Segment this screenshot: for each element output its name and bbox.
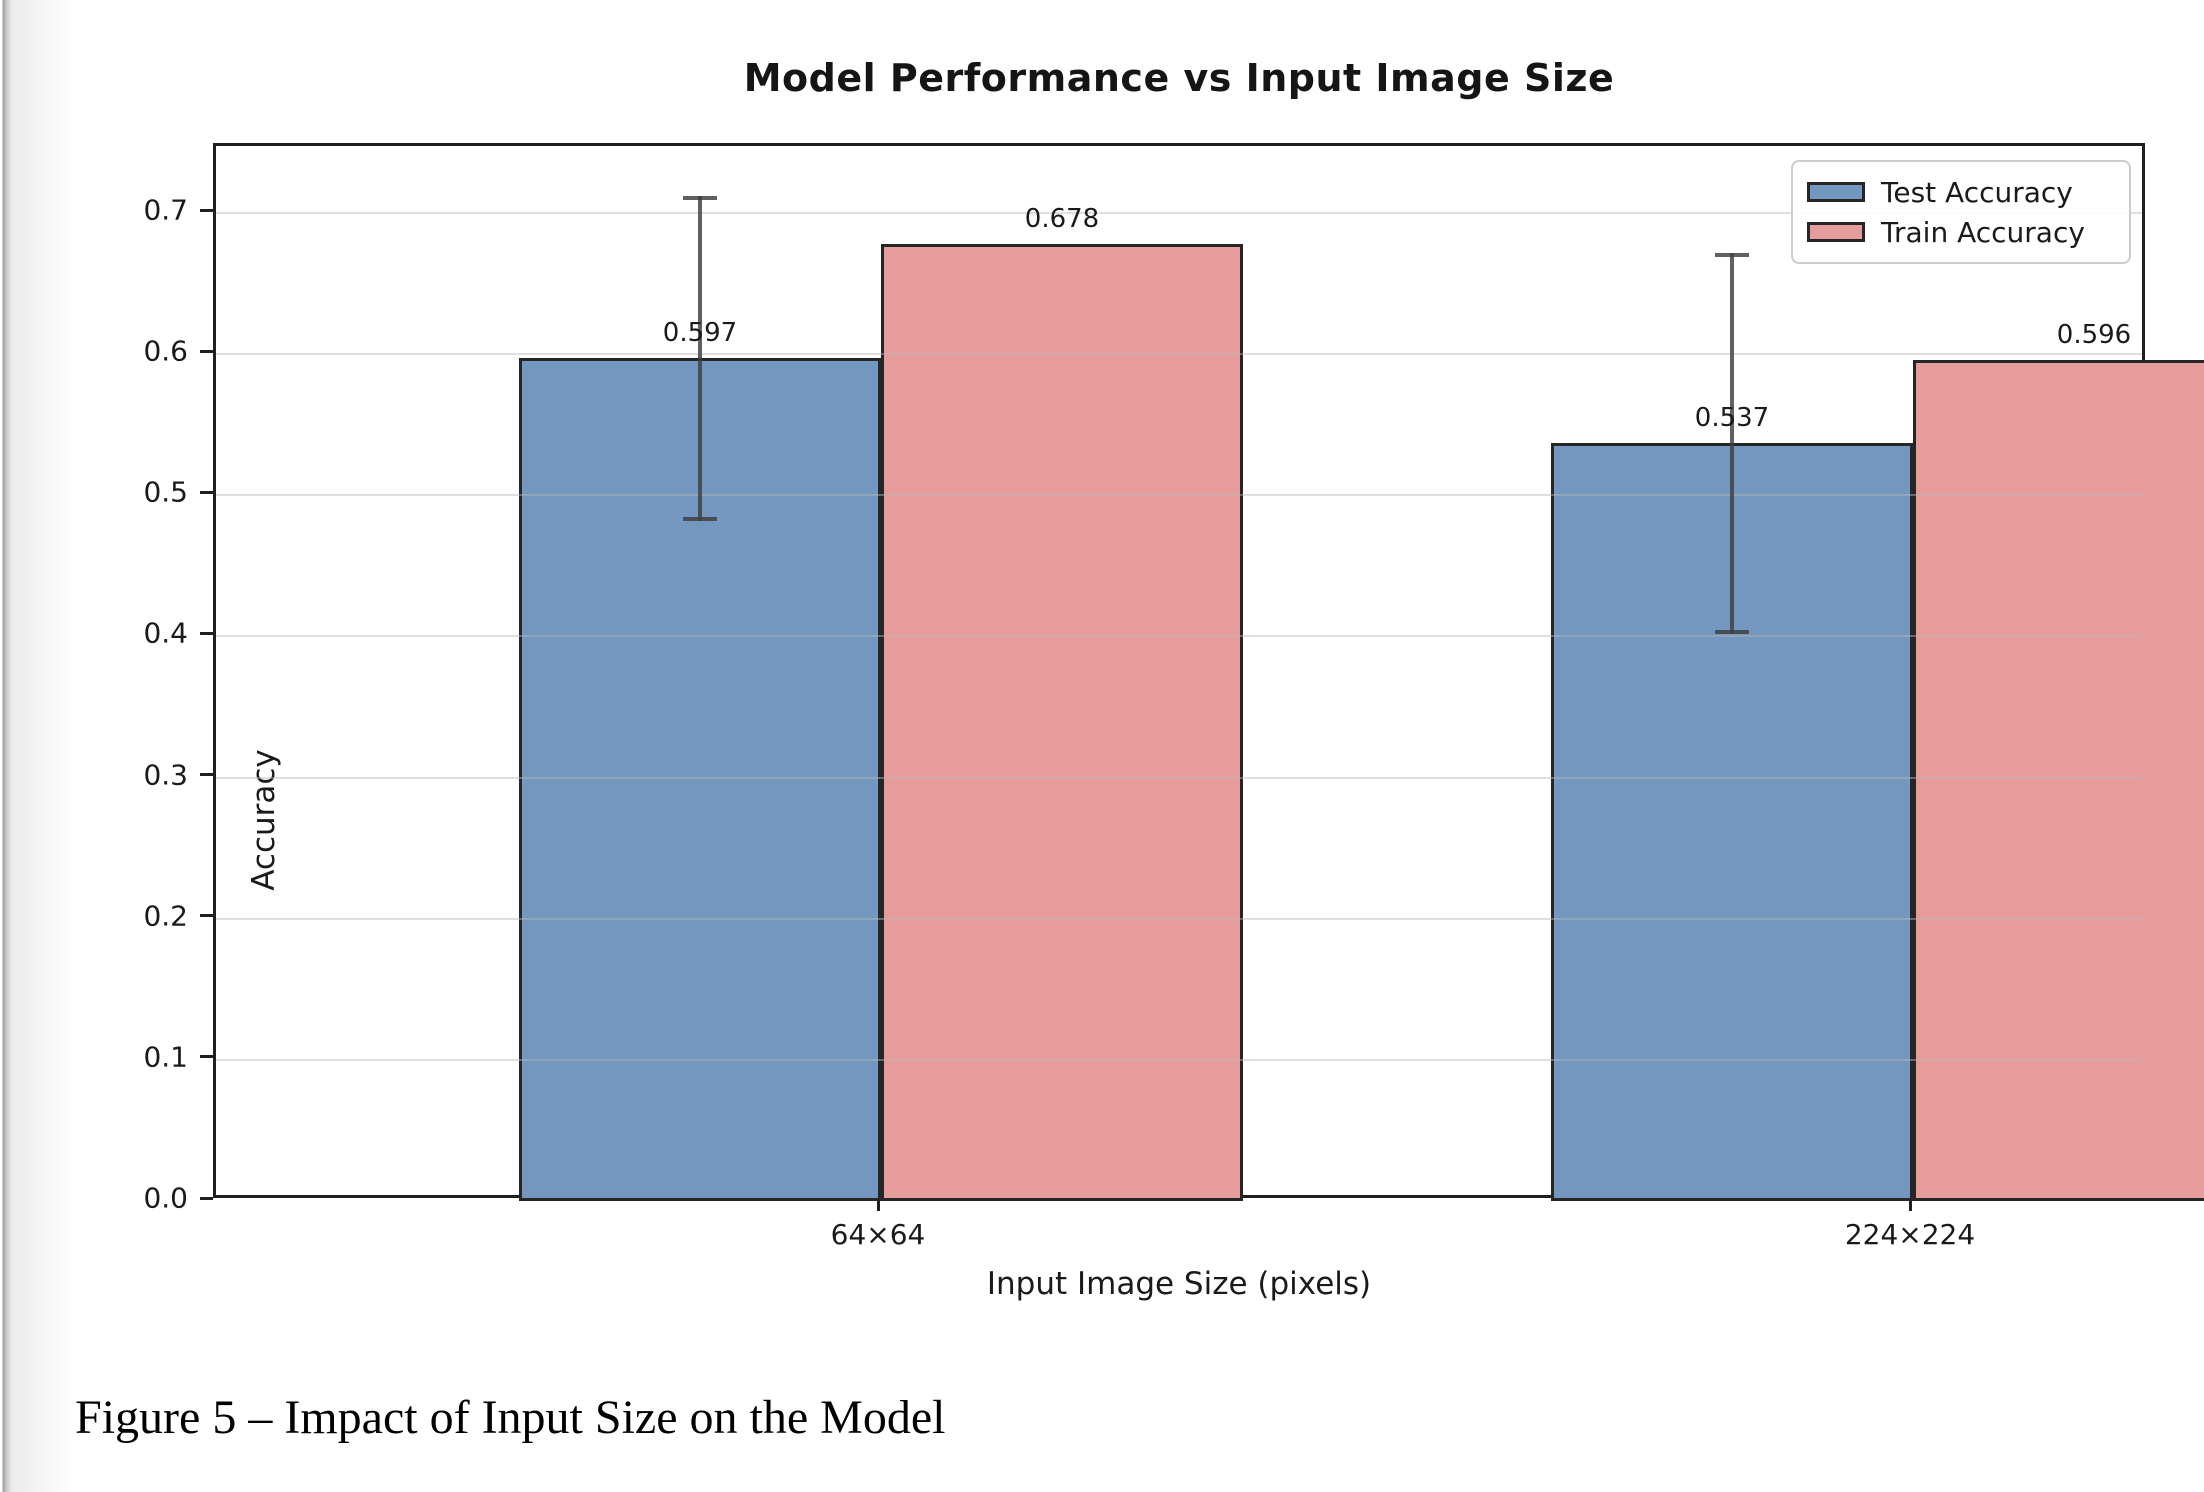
y-tick-0.6 [200,349,213,353]
y-tick-0.0 [200,1196,213,1200]
error-bar-cap-bottom [683,516,717,521]
gridline-y-0.1 [216,1058,2142,1061]
y-tick-label-0.0: 0.0 [143,1181,188,1215]
chart-title: Model Performance vs Input Image Size [743,56,1615,100]
y-tick-0.5 [200,490,213,494]
legend-label: Test Accuracy [1881,175,2073,209]
figure-caption: Figure 5 – Impact of Input Size on the M… [75,1391,946,1444]
gridline-y-0.6 [216,353,2142,356]
legend-row-test-accuracy: Test Accuracy [1807,172,2115,212]
legend-label: Train Accuracy [1881,215,2085,249]
y-tick-0.7 [200,208,213,212]
bar-value-label: 0.596 [2056,319,2132,350]
x-tick-224×224 [1908,1198,1912,1211]
bar-value-label: 0.678 [1024,204,1100,235]
y-axis-label: Accuracy [246,749,282,891]
train-bar-224×224 [1913,359,2204,1201]
plot-area: Accuracy Test Accuracy Train Accuracy 0.5… [213,143,2204,1201]
legend: Test Accuracy Train Accuracy [1791,160,2131,264]
error-bar-cap-top [683,196,717,201]
x-tick-64×64 [876,1198,880,1211]
x-tick-label-224×224: 224×224 [1844,1218,1976,1251]
y-tick-label-0.3: 0.3 [143,758,188,792]
bar-value-label: 0.537 [1694,403,1770,434]
y-tick-label-0.1: 0.1 [143,1040,188,1074]
x-tick-label-64×64: 64×64 [830,1218,926,1251]
bar-value-label: 0.597 [662,318,738,349]
y-tick-0.4 [200,631,213,635]
y-tick-label-0.6: 0.6 [143,334,188,368]
y-tick-0.2 [200,914,213,918]
legend-row-train-accuracy: Train Accuracy [1807,212,2115,252]
y-tick-label-0.5: 0.5 [143,475,188,509]
page-edge-shadow [0,0,78,1492]
y-tick-label-0.2: 0.2 [143,899,188,933]
gridline-y-0.2 [216,917,2142,920]
error-bar-224×224 [1715,252,1749,634]
error-bar-line [1730,252,1734,634]
train-bar-64×64 [881,244,1243,1201]
y-tick-label-0.7: 0.7 [143,193,188,227]
error-bar-line [698,196,702,521]
gridline-y-0.4 [216,635,2142,638]
gridline-y-0.5 [216,494,2142,497]
y-tick-0.3 [200,773,213,777]
legend-swatch [1807,182,1865,202]
y-tick-0.1 [200,1055,213,1059]
y-tick-label-0.4: 0.4 [143,616,188,650]
error-bar-cap-bottom [1715,629,1749,634]
legend-swatch [1807,222,1865,242]
error-bar-cap-top [1715,252,1749,257]
gridline-y-0.7 [216,212,2142,215]
x-axis-label: Input Image Size (pixels) [986,1266,1372,1302]
error-bar-64×64 [683,196,717,521]
gridline-y-0.3 [216,776,2142,779]
